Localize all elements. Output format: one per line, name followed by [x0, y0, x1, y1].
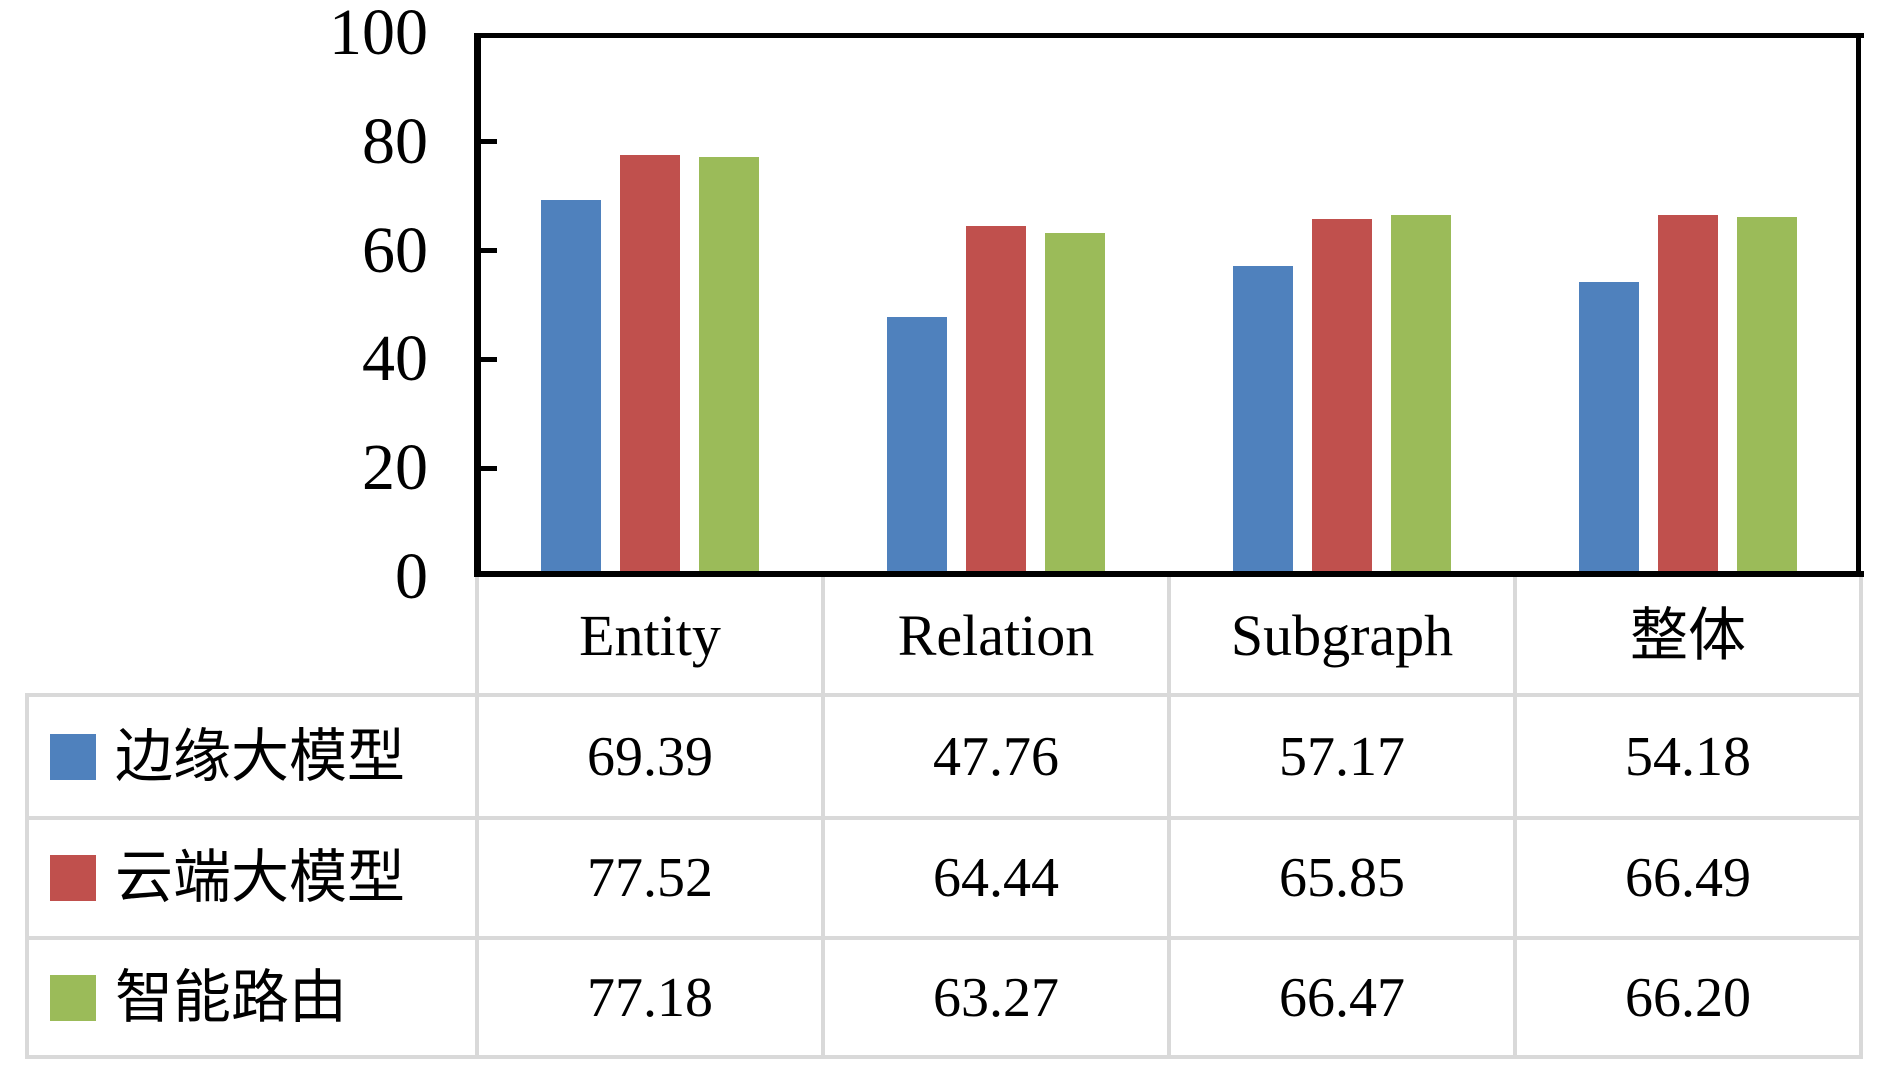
y-tick-mark — [481, 357, 497, 362]
value-cell-series1-cat0: 77.52 — [587, 847, 713, 909]
legend-swatch-series2 — [50, 975, 96, 1021]
legend-swatch-series1 — [50, 855, 96, 901]
bar-series2-cat0 — [699, 157, 759, 571]
y-tick-label: 60 — [362, 214, 428, 287]
y-tick-mark — [481, 466, 497, 471]
bar-series2-cat3 — [1737, 217, 1797, 571]
plot-border-right — [1856, 33, 1861, 577]
category-header-subgraph: Subgraph — [1230, 603, 1454, 668]
y-tick-label: 80 — [362, 105, 428, 178]
table-row-divider — [25, 1055, 1863, 1059]
value-cell-series2-cat3: 66.20 — [1625, 967, 1751, 1029]
bar-series1-cat1 — [966, 226, 1026, 571]
category-header-entity: Entity — [579, 603, 721, 668]
y-tick-label: 20 — [362, 431, 428, 504]
bar-series2-cat2 — [1391, 215, 1451, 571]
value-cell-series2-cat1: 63.27 — [933, 967, 1059, 1029]
plot-border-top — [474, 33, 1864, 38]
table-row-divider — [25, 693, 1863, 697]
y-tick-mark — [481, 248, 497, 253]
bar-series0-cat0 — [541, 200, 601, 571]
value-cell-series2-cat2: 66.47 — [1279, 967, 1405, 1029]
value-cell-series1-cat1: 64.44 — [933, 847, 1059, 909]
legend-swatch-series0 — [50, 734, 96, 780]
value-cell-series0-cat3: 54.18 — [1625, 726, 1751, 788]
bar-series0-cat1 — [887, 317, 947, 571]
y-tick-label: 100 — [329, 0, 428, 69]
value-cell-series0-cat1: 47.76 — [933, 726, 1059, 788]
y-tick-mark — [481, 139, 497, 144]
bar-series0-cat3 — [1579, 282, 1639, 571]
value-cell-series0-cat2: 57.17 — [1279, 726, 1405, 788]
x-axis-line — [474, 571, 1864, 577]
value-cell-series1-cat3: 66.49 — [1625, 847, 1751, 909]
category-header-overall: 整体 — [1629, 603, 1747, 668]
y-axis-line — [474, 33, 481, 577]
bar-series1-cat2 — [1312, 219, 1372, 571]
category-header-relation: Relation — [897, 603, 1095, 668]
y-tick-label: 0 — [395, 540, 428, 613]
y-tick-label: 40 — [362, 322, 428, 395]
value-cell-series2-cat0: 77.18 — [587, 967, 713, 1029]
bar-series1-cat3 — [1658, 215, 1718, 571]
series-name-series2: 智能路由 — [115, 965, 348, 1030]
table-row-divider — [25, 936, 1863, 940]
bar-series2-cat1 — [1045, 233, 1105, 571]
table-left-edge — [25, 693, 29, 1059]
table-row-divider — [25, 816, 1863, 820]
bar-series0-cat2 — [1233, 266, 1293, 571]
value-cell-series0-cat0: 69.39 — [587, 726, 713, 788]
bar-series1-cat0 — [620, 155, 680, 571]
series-name-series1: 云端大模型 — [115, 845, 406, 910]
series-name-series0: 边缘大模型 — [115, 724, 406, 789]
value-cell-series1-cat2: 65.85 — [1279, 847, 1405, 909]
